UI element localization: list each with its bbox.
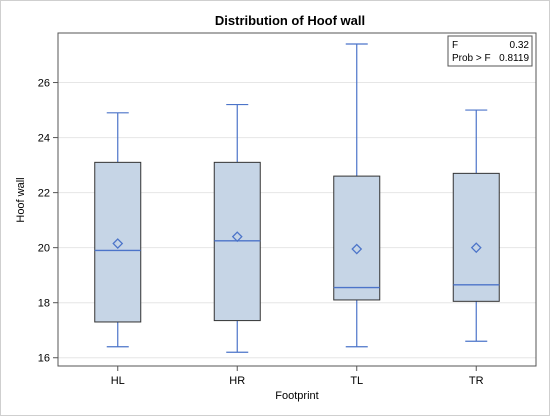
mean-marker-TR (470, 242, 482, 254)
y-tick-label-16: 16 (38, 353, 50, 365)
y-tick-label-24: 24 (38, 133, 50, 145)
stats-inset-border (447, 35, 533, 67)
mean-marker-HR (231, 231, 243, 243)
x-tick-label-TL: TL (350, 375, 363, 387)
y-axis-label: Hoof wall (15, 177, 27, 222)
box-HR (213, 103, 261, 353)
mean-marker-TL (351, 243, 363, 255)
x-tick-label-TR: TR (469, 375, 484, 387)
y-tick-label-20: 20 (38, 243, 50, 255)
y-tick-label-18: 18 (38, 298, 50, 310)
y-tick-label-26: 26 (38, 78, 50, 90)
y-tick-label-22: 22 (38, 188, 50, 200)
stat-prob-label: Prob > F (452, 53, 491, 64)
iqr-box-TL (333, 175, 381, 301)
stat-f-value: 0.32 (510, 40, 530, 51)
mean-marker-HL (112, 238, 124, 249)
chart-title: Distribution of Hoof wall (215, 13, 365, 28)
y-axis-ticks: 16 18 20 22 24 26 (38, 78, 58, 365)
stat-f-label: F (452, 40, 458, 51)
box-TR (452, 109, 500, 342)
x-tick-label-HL: HL (111, 375, 125, 387)
x-axis-ticks: HL HR TL TR (111, 366, 484, 387)
iqr-box-TR (452, 172, 500, 302)
x-axis-label: Footprint (275, 390, 318, 402)
box-HL (94, 112, 142, 348)
plot-area (57, 32, 537, 367)
x-tick-label-HR: HR (229, 375, 245, 387)
stat-prob-value: 0.8119 (499, 53, 529, 64)
box-TL (333, 43, 381, 348)
stats-inset: F 0.32 Prob > F 0.8119 (447, 35, 533, 67)
boxes (94, 43, 500, 353)
iqr-box-HL (94, 161, 142, 323)
